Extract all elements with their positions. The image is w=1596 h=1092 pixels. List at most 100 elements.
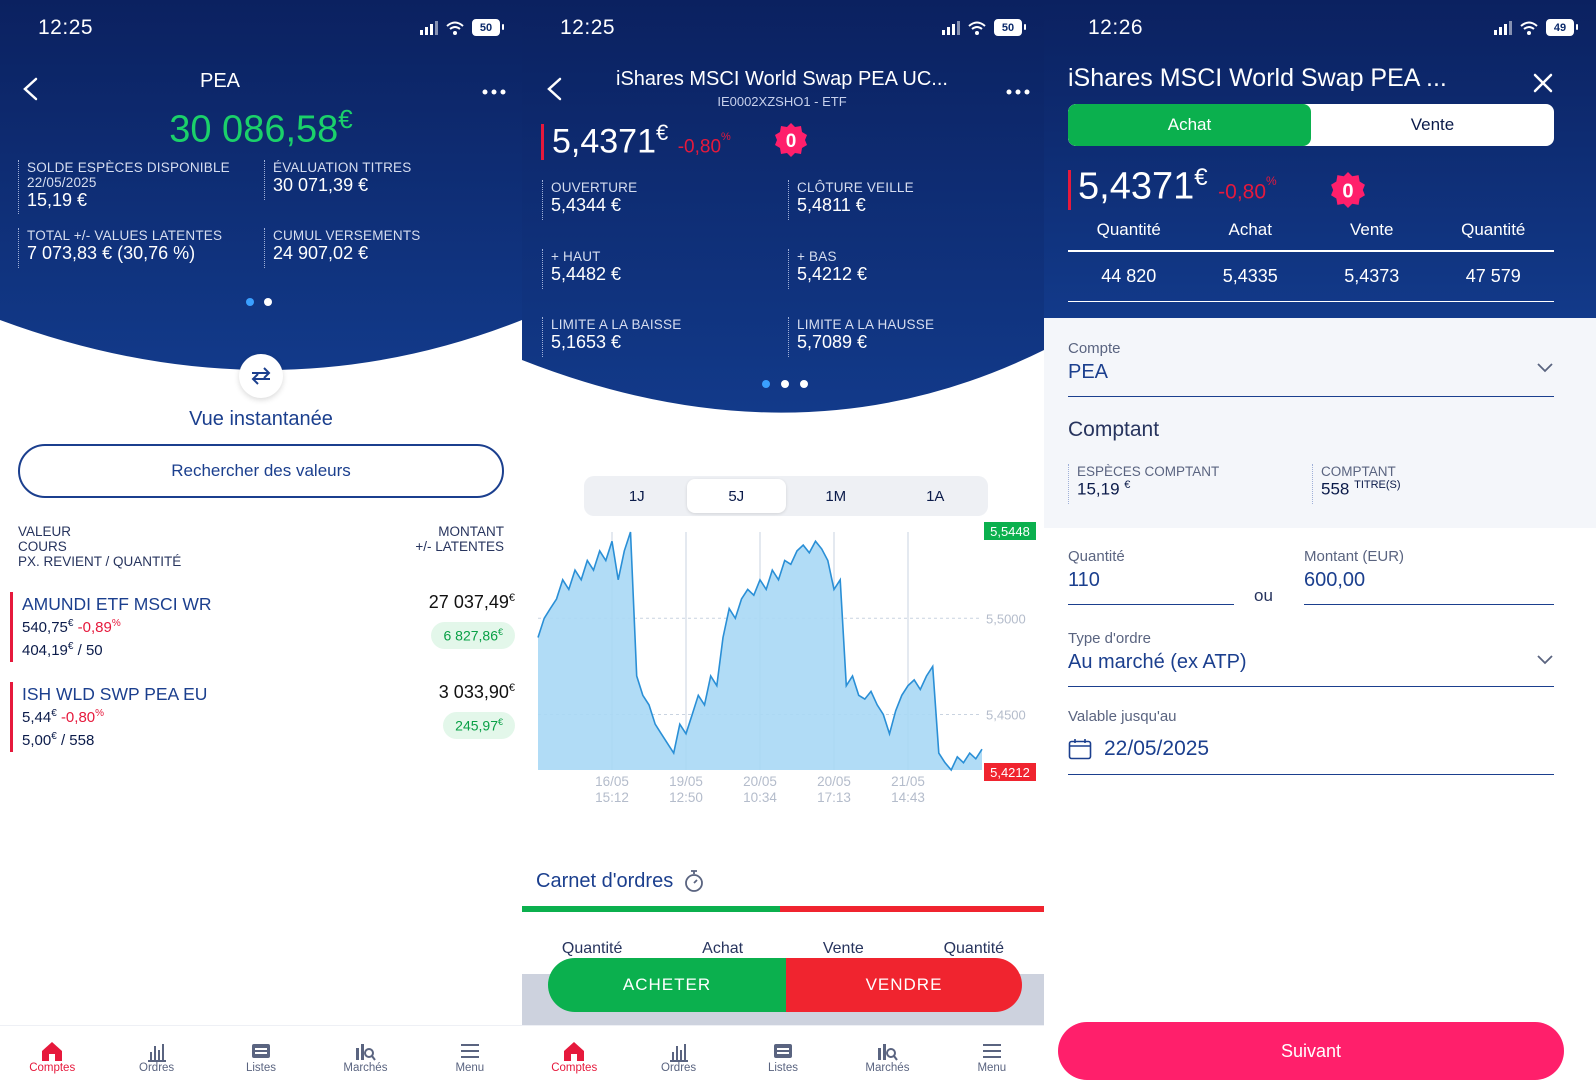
period-tab-5j[interactable]: 5J xyxy=(686,479,786,513)
stat-limite-hausse: LIMITE A LA HAUSSE 5,7089 € xyxy=(788,317,934,357)
nav-label: Comptes xyxy=(551,1062,598,1074)
position-pv-badge: 245,97€ xyxy=(443,712,515,739)
sell-button[interactable]: VENDRE xyxy=(786,958,1022,1012)
chart-ytick-label: 5,5000 xyxy=(986,611,1026,626)
position-row[interactable]: AMUNDI ETF MSCI WR 540,75€ -0,89% 404,19… xyxy=(10,592,515,662)
position-amount: 3 033,90 xyxy=(438,682,509,702)
chart-xtick-label: 20/05 xyxy=(817,774,851,789)
nav-label: Marchés xyxy=(343,1062,388,1074)
price-chart[interactable]: 5,50005,45005,54485,421216/0515:1219/051… xyxy=(522,518,1044,818)
book-cell: 47 579 xyxy=(1465,266,1521,286)
period-tab-1m[interactable]: 1M xyxy=(825,487,847,505)
price-percent: % xyxy=(1266,174,1277,188)
pager-dots[interactable] xyxy=(246,298,272,306)
battery-icon: 50 xyxy=(994,19,1026,36)
nav-comptes[interactable]: Comptes xyxy=(522,1026,626,1092)
book-headers: Quantité Achat Vente Quantité xyxy=(1068,220,1554,240)
nav-menu[interactable]: Menu xyxy=(940,1026,1044,1092)
pv-value: 7 073,83 € (30,76 %) xyxy=(27,243,196,263)
stat-label: CLÔTURE VEILLE xyxy=(797,180,914,195)
more-icon[interactable] xyxy=(1006,88,1030,96)
chart-xtick-label: 19/05 xyxy=(669,774,703,789)
chart-xtick-label: 17:13 xyxy=(817,790,851,805)
validity-value: 22/05/2025 xyxy=(1104,737,1210,760)
amount-value: 600,00 xyxy=(1304,569,1366,591)
nav-comptes[interactable]: Comptes xyxy=(0,1026,104,1092)
book-row: 44 820 5,4335 5,4373 47 579 xyxy=(1068,266,1554,287)
back-icon[interactable] xyxy=(544,76,566,102)
tab-buy[interactable]: Achat xyxy=(1068,104,1311,146)
next-button[interactable]: Suivant xyxy=(1058,1022,1564,1080)
price-value: 5,4371 xyxy=(552,122,656,161)
chevron-down-icon xyxy=(1537,655,1553,665)
status-bar: 12:25 50 xyxy=(560,16,1026,42)
signal-icon xyxy=(1494,20,1512,35)
tab-sell[interactable]: Vente xyxy=(1410,115,1455,134)
chart-max-label: 5,5448 xyxy=(990,524,1030,539)
markets-icon xyxy=(356,1044,377,1061)
pager-dots[interactable] xyxy=(762,380,808,388)
chart-xtick-label: 16/05 xyxy=(595,774,629,789)
cash-block: SOLDE ESPÈCES DISPONIBLE 22/05/2025 15,1… xyxy=(18,160,230,214)
nav-ordres[interactable]: Ordres xyxy=(104,1026,208,1092)
security-isin: IE0002XZSHO1 - ETF xyxy=(717,94,847,109)
nav-label: Ordres xyxy=(661,1062,697,1074)
account-title: PEA xyxy=(199,70,241,92)
stat-value: 5,4344 € xyxy=(551,195,622,215)
book-col: Vente xyxy=(1350,220,1394,239)
nav-listes[interactable]: Listes xyxy=(209,1026,313,1092)
nav-label: Menu xyxy=(455,1062,485,1074)
price-marker xyxy=(1068,170,1071,210)
chart-xtick-label: 15:12 xyxy=(595,790,629,805)
swap-button[interactable] xyxy=(239,354,283,398)
nav-menu[interactable]: Menu xyxy=(418,1026,522,1092)
menu-icon xyxy=(460,1044,479,1058)
book-col: Achat xyxy=(1228,220,1272,239)
especes-block: ESPÈCES COMPTANT 15,19 € xyxy=(1068,464,1219,504)
battery-icon: 50 xyxy=(472,19,504,36)
snapshot-label: Vue instantanée xyxy=(189,408,333,430)
book-cell: 5,4335 xyxy=(1222,266,1278,286)
orderbook-header[interactable]: Carnet d'ordres xyxy=(536,869,705,893)
validity-field[interactable]: Valable jusqu'au 22/05/2025 xyxy=(1068,708,1554,775)
period-selector: 1J 5J 1M 1A xyxy=(584,476,988,516)
position-quantity: / 50 xyxy=(77,642,103,659)
period-tab-1a[interactable]: 1A xyxy=(926,487,945,505)
nav-ordres[interactable]: Ordres xyxy=(626,1026,730,1092)
chart-xtick-label: 10:34 xyxy=(743,790,777,805)
eval-block: ÉVALUATION TITRES 30 071,39 € xyxy=(264,160,411,200)
period-tab-1j[interactable]: 1J xyxy=(628,487,645,505)
nav-marches[interactable]: Marchés xyxy=(313,1026,417,1092)
nav-listes[interactable]: Listes xyxy=(731,1026,835,1092)
order-type-value: Au marché (ex ATP) xyxy=(1068,651,1247,673)
buy-button[interactable]: ACHETER xyxy=(548,958,786,1012)
titres-value: 558 xyxy=(1321,479,1350,499)
stat-label: + BAS xyxy=(797,249,837,264)
nav-label: Listes xyxy=(245,1062,277,1074)
cash-date: 22/05/2025 xyxy=(27,175,97,190)
nav-marches[interactable]: Marchés xyxy=(835,1026,939,1092)
close-icon[interactable] xyxy=(1532,72,1554,94)
orderbook-col: Achat xyxy=(702,940,744,957)
stat-value: 5,1653 € xyxy=(551,332,622,352)
position-row[interactable]: ISH WLD SWP PEA EU 5,44€ -0,80% 5,00€ / … xyxy=(10,682,515,752)
col-latentes: +/- LATENTES xyxy=(415,539,504,554)
quantity-field[interactable]: Quantité 110 xyxy=(1068,548,1234,605)
position-pv-badge: 6 827,86€ xyxy=(431,622,515,649)
column-headers-left: VALEUR COURS PX. REVIENT / QUANTITÉ xyxy=(18,524,181,569)
more-icon[interactable] xyxy=(482,88,506,96)
account-select[interactable]: Compte PEA xyxy=(1068,340,1554,397)
menu-icon xyxy=(982,1044,1001,1058)
wifi-icon xyxy=(446,21,464,35)
nav-label: Listes xyxy=(767,1062,799,1074)
amount-field[interactable]: Montant (EUR) 600,00 xyxy=(1304,548,1554,605)
position-cost: 404,19 xyxy=(22,642,68,659)
pv-label: TOTAL +/- VALUES LATENTES xyxy=(27,228,223,243)
stat-label: + HAUT xyxy=(551,249,601,264)
back-icon[interactable] xyxy=(20,76,42,102)
chart-ytick-label: 5,4500 xyxy=(986,708,1026,723)
home-icon xyxy=(564,1042,585,1061)
order-type-select[interactable]: Type d'ordre Au marché (ex ATP) xyxy=(1068,630,1554,687)
cash-value: 15,19 € xyxy=(27,190,88,210)
search-securities-button[interactable]: Rechercher des valeurs xyxy=(18,444,504,498)
